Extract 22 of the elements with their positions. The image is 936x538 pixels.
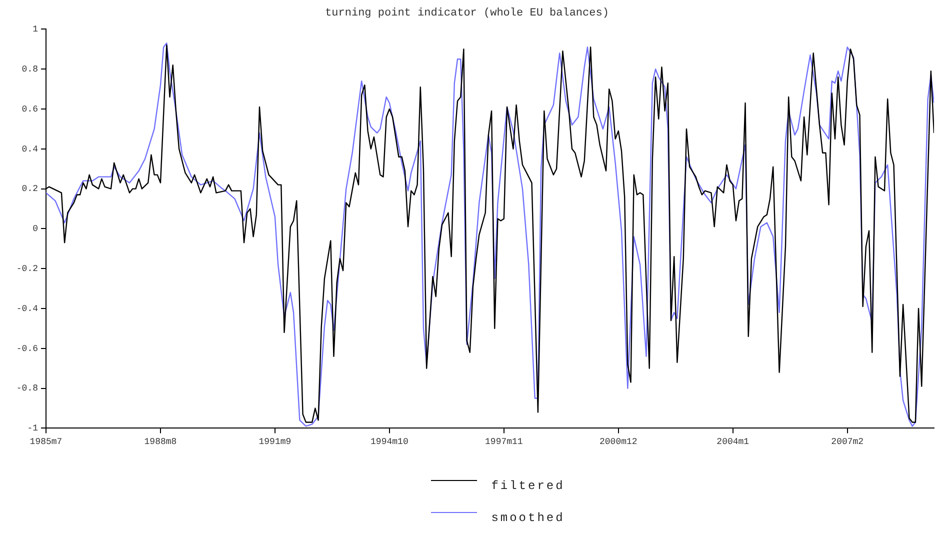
x-tick-label: 2000m12 (600, 436, 638, 447)
y-tick-label: -0.4 (16, 304, 38, 314)
x-tick-label: 1994m10 (370, 436, 408, 447)
y-tick-label: -0.8 (16, 384, 38, 394)
y-tick-label: 0.6 (22, 104, 38, 114)
y-tick-label: 0 (32, 224, 38, 234)
chart-title: turning point indicator (whole EU balances) (325, 8, 609, 20)
y-tick-label: -0.6 (16, 344, 38, 354)
y-tick-label: 1 (32, 24, 38, 35)
y-tick-label: 0.8 (22, 64, 38, 74)
x-tick-label: 1991m9 (258, 436, 292, 447)
x-tick-label: 1985m7 (30, 436, 62, 447)
x-tick-label: 2004m1 (716, 436, 750, 447)
y-tick-label: -1 (27, 424, 38, 434)
legend-label: filtered (491, 479, 565, 493)
legend-label: smoothed (491, 511, 565, 525)
y-tick-label: 0.2 (22, 184, 38, 194)
x-tick-label: 2007m2 (831, 436, 864, 447)
y-tick-label: -0.2 (16, 264, 38, 274)
x-tick-label: 1997m11 (485, 436, 523, 447)
x-tick-label: 1988m8 (144, 436, 177, 447)
y-tick-label: 0.4 (22, 144, 38, 154)
